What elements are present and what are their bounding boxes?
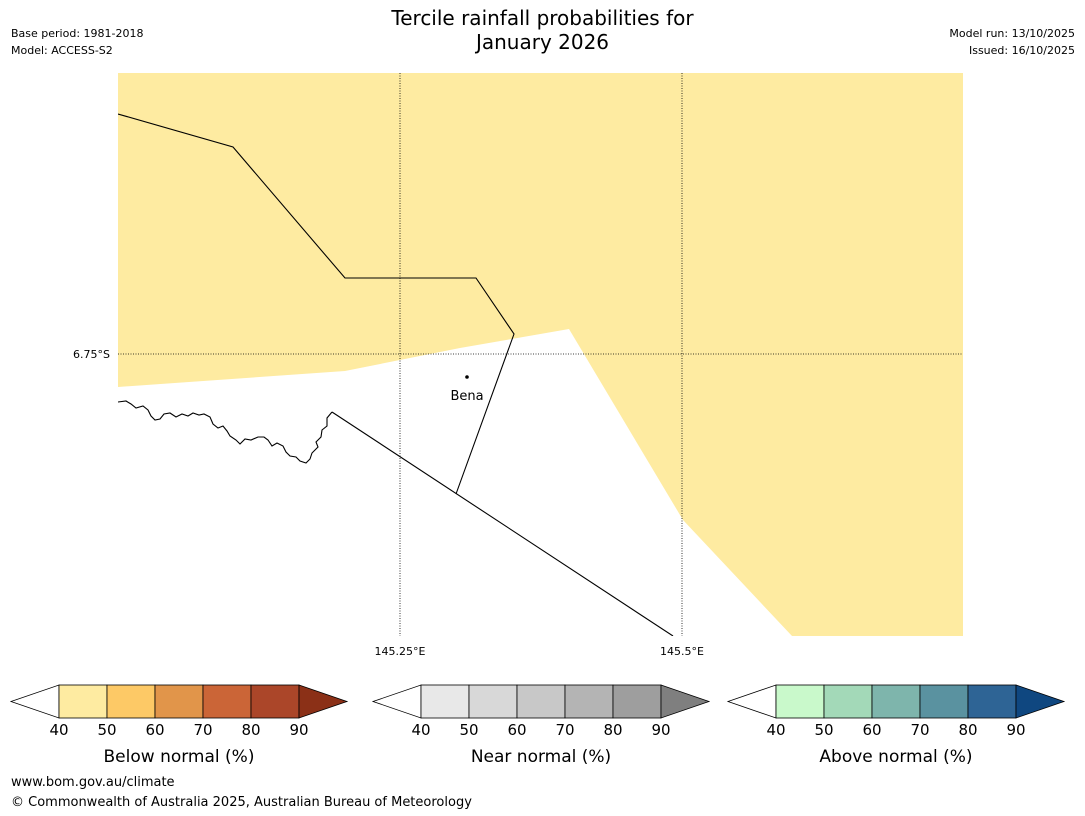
colorbar-below-segment: [58, 684, 108, 719]
colorbar-near-label: Near normal (%): [471, 747, 611, 767]
colorbar-below-segment: [202, 684, 252, 719]
colorbar-tick-label: 90: [1006, 721, 1025, 739]
colorbar-above-segment: [919, 684, 969, 719]
chart-title: Tercile rainfall probabilities for Janua…: [0, 6, 1085, 54]
colorbar-near-segment: [420, 684, 470, 719]
lat-label: 6.75°S: [73, 348, 110, 361]
colorbar-below: 40 50 60 70 80 90 Below normal (%): [9, 684, 349, 767]
colorbar-above-segment: [823, 684, 873, 719]
colorbar-tick-label: 40: [49, 721, 68, 739]
colorbar-above-extend-high: [1015, 684, 1066, 719]
colorbar-near-segment: [612, 684, 662, 719]
colorbar-below-label: Below normal (%): [104, 747, 255, 767]
colorbar-below-extend-high: [298, 684, 349, 719]
colorbar-near-extend-high: [660, 684, 711, 719]
colorbar-tick-label: 70: [910, 721, 929, 739]
below-normal-fill-region: [118, 73, 963, 636]
colorbar-near-extend-low: [371, 684, 422, 719]
colorbar-tick-label: 90: [289, 721, 308, 739]
colorbar-above-label: Above normal (%): [819, 747, 972, 767]
colorbar-tick-label: 40: [766, 721, 785, 739]
colorbar-tick-label: 50: [459, 721, 478, 739]
colorbar-tick-label: 60: [145, 721, 164, 739]
title-line-1: Tercile rainfall probabilities for: [391, 6, 694, 30]
colorbar-above-segment: [967, 684, 1017, 719]
meta-left: Base period: 1981-2018 Model: ACCESS-S2: [11, 25, 143, 59]
colorbar-below-extend-low: [9, 684, 60, 719]
base-period: Base period: 1981-2018: [11, 27, 144, 40]
colorbar-tick-label: 50: [814, 721, 833, 739]
map-area: [118, 73, 963, 636]
colorbar-tick-label: 60: [862, 721, 881, 739]
colorbar-below-segment: [106, 684, 156, 719]
colorbar-below-segment: [154, 684, 204, 719]
lon-label-145-25: 145.25°E: [375, 645, 426, 658]
colorbar-above-segment: [775, 684, 825, 719]
colorbar-near-segment: [468, 684, 518, 719]
colorbar-tick-label: 80: [241, 721, 260, 739]
colorbar-near-segment: [564, 684, 614, 719]
boundary-line-north: [118, 113, 515, 495]
colorbar-tick-label: 40: [411, 721, 430, 739]
colorbar-tick-label: 60: [507, 721, 526, 739]
colorbar-tick-label: 50: [97, 721, 116, 739]
colorbar-near-segment: [516, 684, 566, 719]
colorbars: 40 50 60 70 80 90 Below normal (%) 40 50 60 70 80 90…: [9, 684, 1066, 767]
model-run: Model run: 13/10/2025: [949, 27, 1075, 40]
model-name: Model: ACCESS-S2: [11, 44, 113, 57]
footer-copyright: © Commonwealth of Australia 2025, Austra…: [11, 795, 472, 810]
colorbar-below-segment: [250, 684, 300, 719]
colorbar-tick-label: 80: [603, 721, 622, 739]
colorbar-tick-label: 90: [651, 721, 670, 739]
meta-right: Model run: 13/10/2025 Issued: 16/10/2025: [949, 25, 1075, 59]
colorbar-above-extend-low: [726, 684, 777, 719]
title-line-2: January 2026: [475, 30, 610, 54]
colorbar-tick-label: 70: [555, 721, 574, 739]
footer-url: www.bom.gov.au/climate: [11, 775, 175, 790]
issued-date: Issued: 16/10/2025: [968, 44, 1075, 57]
colorbar-near: 40 50 60 70 80 90 Near normal (%): [371, 684, 711, 767]
colorbar-above-segment: [871, 684, 921, 719]
lon-label-145-5: 145.5°E: [660, 645, 704, 658]
boundary-line-south: [331, 411, 674, 636]
colorbar-tick-label: 80: [958, 721, 977, 739]
colorbar-tick-label: 70: [193, 721, 212, 739]
colorbar-above: 40 50 60 70 80 90 Above normal (%): [726, 684, 1066, 767]
coastline: [118, 400, 333, 464]
bena-marker: [465, 375, 469, 379]
place-label-bena: Bena: [450, 389, 483, 404]
